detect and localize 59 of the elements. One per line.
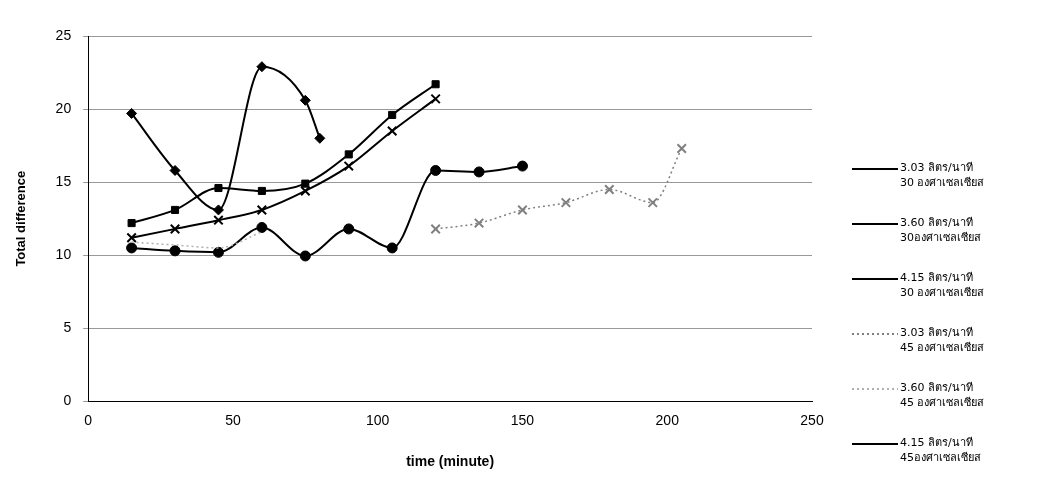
point	[126, 107, 138, 119]
legend-label: 3.03 ลิตร/นาที 30 องศาเซลเซียส	[900, 160, 985, 190]
point	[169, 245, 181, 257]
point	[257, 186, 266, 195]
legend-label: 4.15 ลิตร/นาที 45องศาเซลเซียส	[900, 435, 981, 465]
point	[344, 150, 353, 159]
point	[171, 205, 180, 214]
legend-label: 3.03 ลิตร/นาที 45 องศาเซลเซียส	[900, 325, 985, 355]
x-tick-label: 0	[84, 411, 93, 428]
point	[256, 221, 268, 233]
y-tick-label: 10	[55, 246, 72, 263]
point	[256, 204, 268, 216]
point	[212, 246, 224, 258]
point	[301, 179, 310, 188]
point	[430, 164, 442, 176]
point	[256, 61, 268, 73]
x-tick-label: 250	[800, 411, 824, 428]
x-tick-label: 100	[366, 411, 390, 428]
point	[212, 204, 224, 216]
x-tick-label: 200	[655, 411, 680, 428]
y-tick-label: 20	[55, 99, 72, 116]
point	[430, 223, 441, 235]
legend-label: 3.60 ลิตร/นาที 30องศาเซลเซียส	[900, 215, 981, 245]
point	[169, 164, 181, 176]
point	[126, 242, 138, 254]
point	[299, 94, 311, 106]
point	[213, 214, 224, 226]
y-tick-label: 5	[63, 319, 72, 336]
point	[343, 223, 355, 235]
point	[300, 185, 311, 197]
point	[388, 110, 397, 119]
point	[299, 250, 311, 262]
point	[343, 160, 354, 172]
point	[560, 197, 572, 208]
x-tick-label: 50	[225, 411, 241, 428]
point	[386, 125, 398, 137]
y-axis-title: Total difference	[13, 170, 29, 267]
point	[430, 93, 441, 105]
point	[473, 217, 485, 229]
point	[516, 160, 528, 172]
legend-label: 3.60 ลิตร/นาที 45 องศาเซลเซียส	[900, 380, 985, 410]
point	[169, 223, 181, 235]
point	[386, 242, 398, 254]
point	[604, 184, 615, 195]
y-tick-label: 25	[55, 26, 72, 43]
point	[126, 232, 137, 243]
x-tick-label: 150	[510, 411, 535, 428]
y-tick-label: 15	[55, 173, 72, 190]
point	[127, 219, 136, 228]
point	[647, 197, 658, 208]
y-tick-label: 0	[63, 392, 72, 409]
point	[676, 143, 687, 154]
x-axis-title: time (minute)	[406, 453, 495, 470]
point	[314, 132, 326, 144]
point	[517, 204, 528, 216]
point	[214, 183, 223, 193]
point	[473, 166, 485, 178]
point	[431, 80, 440, 89]
legend-label: 4.15 ลิตร/นาที 30 องศาเซลเซียส	[900, 270, 985, 300]
